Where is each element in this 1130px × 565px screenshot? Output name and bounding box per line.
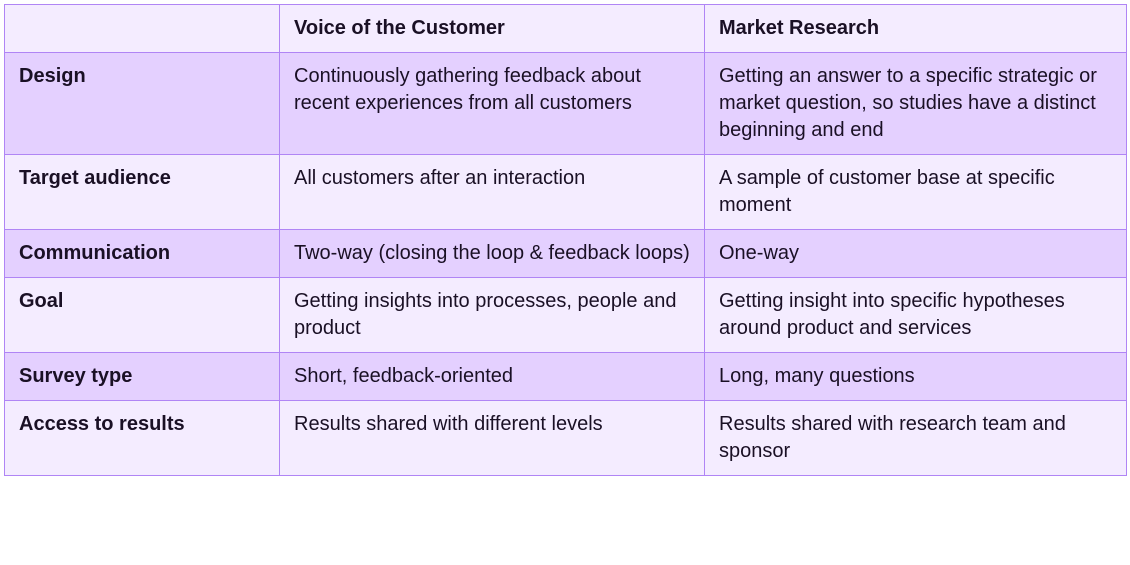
table-row: Goal Getting insights into processes, pe…: [5, 278, 1127, 353]
header-market-research: Market Research: [705, 5, 1127, 53]
header-voice-of-customer: Voice of the Customer: [280, 5, 705, 53]
comparison-table: Voice of the Customer Market Research De…: [4, 4, 1127, 476]
table-row: Communication Two-way (closing the loop …: [5, 230, 1127, 278]
row-label-goal: Goal: [5, 278, 280, 353]
row-label-target-audience: Target audience: [5, 155, 280, 230]
table-row: Design Continuously gathering feedback a…: [5, 53, 1127, 155]
cell-access-voc: Results shared with different levels: [280, 401, 705, 476]
table-row: Access to results Results shared with di…: [5, 401, 1127, 476]
cell-target-mr: A sample of customer base at specific mo…: [705, 155, 1127, 230]
row-label-design: Design: [5, 53, 280, 155]
table-row: Target audience All customers after an i…: [5, 155, 1127, 230]
cell-access-mr: Results shared with research team and sp…: [705, 401, 1127, 476]
cell-survey-mr: Long, many questions: [705, 353, 1127, 401]
row-label-communication: Communication: [5, 230, 280, 278]
table-header-row: Voice of the Customer Market Research: [5, 5, 1127, 53]
cell-survey-voc: Short, feedback-oriented: [280, 353, 705, 401]
cell-communication-mr: One-way: [705, 230, 1127, 278]
row-label-survey-type: Survey type: [5, 353, 280, 401]
row-label-access-results: Access to results: [5, 401, 280, 476]
cell-target-voc: All customers after an interaction: [280, 155, 705, 230]
header-blank: [5, 5, 280, 53]
cell-design-mr: Getting an answer to a specific strategi…: [705, 53, 1127, 155]
cell-communication-voc: Two-way (closing the loop & feedback loo…: [280, 230, 705, 278]
cell-design-voc: Continuously gathering feedback about re…: [280, 53, 705, 155]
cell-goal-mr: Getting insight into specific hypotheses…: [705, 278, 1127, 353]
cell-goal-voc: Getting insights into processes, people …: [280, 278, 705, 353]
table-row: Survey type Short, feedback-oriented Lon…: [5, 353, 1127, 401]
